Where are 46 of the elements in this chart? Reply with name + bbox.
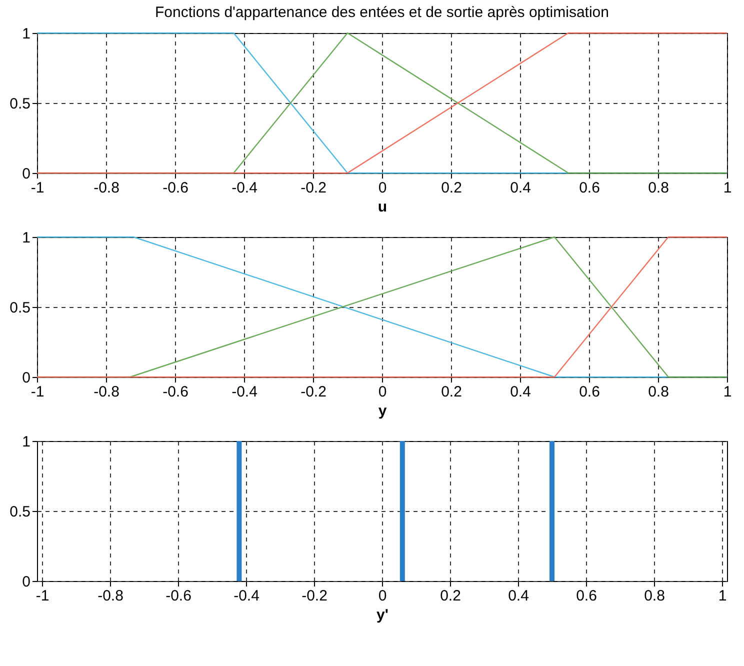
y-tick-label: 1: [22, 230, 30, 246]
x-tick-label: 0.6: [579, 180, 600, 196]
y-tick-label: 0: [22, 574, 30, 590]
x-tick-label: 0.2: [441, 180, 462, 196]
y-tick-label: 0.5: [10, 300, 30, 316]
y-tick-label: 0.5: [10, 504, 30, 520]
x-tick-label: -0.2: [302, 588, 328, 604]
x-tick-label: 0.4: [510, 384, 531, 400]
x-tick-label: 0.8: [648, 384, 669, 400]
x-tick-label: -0.8: [94, 180, 120, 196]
x-tick-label: -1: [30, 384, 44, 400]
x-tick-label: -0.6: [166, 588, 192, 604]
x-tick-label: -0.4: [234, 588, 260, 604]
x-axis-title: u: [378, 198, 388, 216]
x-axis-title: y: [378, 402, 388, 420]
x-tick-label: 1: [718, 588, 727, 604]
y-tick-label: 1: [22, 434, 30, 450]
chart-title: Fonctions d'appartenance des entées et de sortie après optimisation: [155, 4, 609, 21]
x-tick-label: 0.2: [441, 384, 462, 400]
x-axis-title: y': [376, 606, 388, 624]
y-tick-label: 0.5: [10, 96, 30, 112]
x-tick-label: 0.6: [576, 588, 597, 604]
x-tick-label: 1: [723, 384, 732, 400]
x-tick-label: -0.4: [232, 384, 258, 400]
x-tick-label: -0.6: [162, 180, 188, 196]
x-tick-label: 0.8: [648, 180, 669, 196]
x-tick-label: 0: [378, 588, 387, 604]
x-tick-label: 0.8: [644, 588, 665, 604]
y-tick-label: 0: [22, 166, 30, 182]
x-tick-label: -0.8: [98, 588, 124, 604]
x-tick-label: 0.6: [579, 384, 600, 400]
x-tick-label: -1: [36, 588, 50, 604]
x-tick-label: -0.4: [232, 180, 258, 196]
y-tick-label: 1: [22, 26, 30, 42]
x-tick-label: 0.4: [510, 180, 531, 196]
x-tick-label: 0: [378, 180, 387, 196]
x-tick-label: 0: [378, 384, 387, 400]
x-tick-label: -1: [30, 180, 44, 196]
x-tick-label: -0.6: [162, 384, 188, 400]
x-tick-label: -0.2: [300, 384, 326, 400]
x-tick-label: 0.2: [440, 588, 461, 604]
x-tick-label: -0.8: [94, 384, 120, 400]
x-tick-label: 1: [723, 180, 732, 196]
x-tick-label: -0.2: [300, 180, 326, 196]
y-tick-label: 0: [22, 370, 30, 386]
x-tick-label: 0.4: [508, 588, 529, 604]
